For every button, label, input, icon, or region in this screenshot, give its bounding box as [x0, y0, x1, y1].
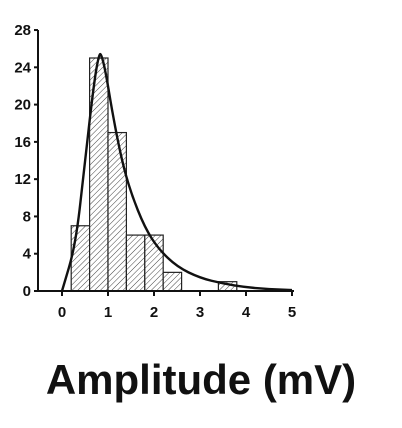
histogram-bar [70, 225, 91, 292]
y-tick-label: 16 [14, 134, 31, 151]
y-tick-label: 24 [14, 59, 31, 76]
histogram-bar [88, 57, 109, 292]
y-tick-label: 4 [23, 246, 32, 263]
x-tick-label: 2 [150, 304, 158, 321]
axes [34, 29, 294, 296]
y-tick-label: 0 [23, 283, 31, 300]
x-tick-label: 3 [196, 304, 204, 321]
x-axis-label: Amplitude (mV) [45, 356, 357, 403]
histogram-bar [125, 234, 146, 292]
fit-curve [60, 52, 293, 292]
histogram-bars [70, 57, 238, 292]
y-tick-label: 28 [14, 22, 31, 39]
y-tick-label: 8 [23, 208, 31, 225]
y-tick-label: 20 [14, 97, 31, 114]
histogram-bar [107, 131, 127, 292]
y-tick-label: 12 [14, 171, 31, 188]
x-tick-label: 5 [288, 304, 296, 321]
x-tick-label: 4 [242, 304, 251, 321]
histogram-bar [162, 271, 183, 292]
x-tick-label: 1 [104, 304, 112, 321]
x-tick-label: 0 [58, 304, 66, 321]
